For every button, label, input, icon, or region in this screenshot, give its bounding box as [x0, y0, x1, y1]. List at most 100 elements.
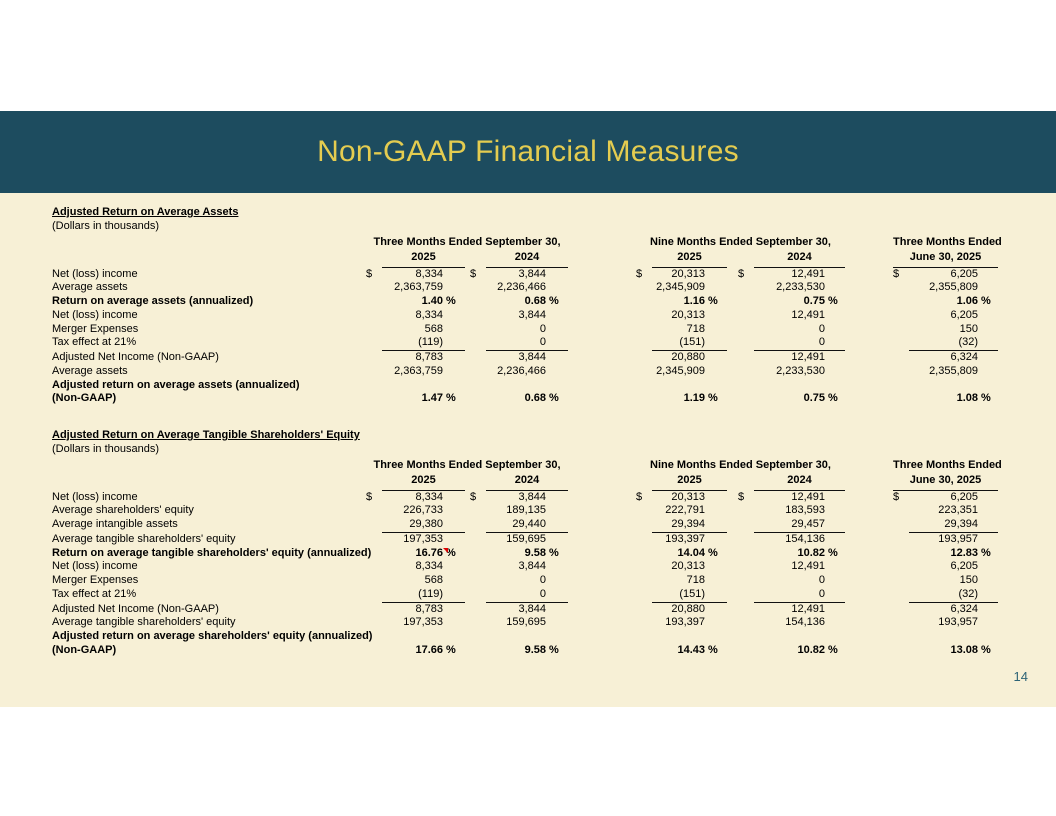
percent-sign: [546, 281, 568, 295]
percent-sign: [443, 588, 465, 603]
percent-sign: [825, 518, 845, 533]
period-header: Nine Months Ended September 30,: [650, 236, 831, 248]
percent-sign: [443, 518, 465, 533]
value-cell: 9.58: [524, 546, 546, 559]
value-cell: 1.06: [956, 295, 978, 307]
percent-sign: [825, 533, 845, 547]
value-cell: 29,457: [754, 518, 825, 533]
percent-sign: [825, 268, 845, 282]
percent-sign: [443, 616, 465, 630]
table-adjusted-return-on-average-assets: Adjusted Return on Average Assets (Dollar…: [52, 205, 1002, 406]
value-cell: 1.16: [683, 295, 705, 307]
value-cell: (151): [652, 588, 705, 603]
value-cell: 223,351: [938, 504, 978, 517]
value-cell: 20,313: [671, 560, 705, 573]
percent-sign: [825, 351, 845, 365]
percent-sign: %: [549, 295, 559, 307]
percent-sign: [825, 603, 845, 617]
percent-sign: %: [708, 643, 718, 656]
percent-sign: [978, 336, 998, 351]
value-cell: 6,324: [950, 351, 978, 363]
percent-sign: [978, 351, 998, 365]
value-cell: 1.19: [683, 392, 705, 405]
value-cell: 0: [754, 336, 825, 351]
percent-sign: [825, 588, 845, 603]
value-cell: 568: [424, 574, 443, 586]
table-grid: Three Months Ended September 30, Nine Mon…: [52, 459, 1002, 658]
value-cell: 8,783: [415, 602, 443, 615]
percent-sign: [546, 504, 568, 518]
percent-sign: [443, 336, 465, 351]
year-header: 2025: [382, 251, 465, 268]
value-cell: 6,205: [950, 308, 978, 321]
value-cell: 17.66: [415, 643, 443, 656]
value-cell: 193,957: [938, 532, 978, 545]
period-header: Three Months Ended: [893, 236, 1002, 248]
percent-sign: [825, 574, 845, 588]
value-cell: 2,233,530: [776, 364, 825, 377]
percent-sign: [705, 574, 727, 588]
percent-sign: [546, 518, 568, 533]
value-cell: 3,844: [518, 490, 546, 503]
value-cell: 159,695: [506, 532, 546, 545]
percent-sign: [705, 491, 727, 505]
percent-sign: [978, 365, 998, 379]
dollar-sign: $: [893, 490, 900, 503]
page-number: 14: [1013, 669, 1028, 684]
value-cell: 197,353: [403, 616, 443, 629]
row-label: Net (loss) income: [52, 267, 138, 280]
row-label: Average assets: [52, 281, 128, 294]
value-cell: 12.83: [950, 546, 978, 559]
percent-sign: [705, 336, 727, 351]
percent-sign: [546, 336, 568, 351]
percent-sign: [546, 588, 568, 603]
percent-sign: %: [446, 392, 456, 405]
value-cell: (32): [909, 336, 978, 351]
row-label: (Non-GAAP): [52, 643, 117, 656]
value-cell: 3,844: [518, 351, 546, 363]
table-subtitle: (Dollars in thousands): [52, 220, 159, 232]
percent-sign: [443, 268, 465, 282]
percent-sign: %: [446, 295, 456, 307]
percent-sign: [978, 603, 998, 617]
percent-sign: [443, 365, 465, 379]
percent-sign: %: [828, 546, 838, 559]
percent-sign: [546, 616, 568, 630]
percent-sign: [978, 574, 998, 588]
percent-sign: %: [828, 643, 838, 656]
value-cell: 6,205: [950, 560, 978, 573]
period-header: Nine Months Ended September 30,: [650, 459, 831, 471]
value-cell: 2,233,530: [776, 281, 825, 294]
value-cell: 29,394: [909, 518, 978, 533]
percent-sign: %: [549, 392, 559, 405]
percent-sign: [705, 281, 727, 295]
value-cell: 3,844: [518, 267, 546, 280]
percent-sign: [546, 268, 568, 282]
value-cell: 222,791: [665, 504, 705, 517]
value-cell: 1.47: [421, 392, 443, 405]
value-cell: 0.68: [524, 392, 546, 405]
percent-sign: [825, 336, 845, 351]
row-label: Tax effect at 21%: [52, 336, 137, 349]
row-label: Average shareholders' equity: [52, 504, 194, 517]
percent-sign: [978, 268, 998, 282]
row-label: Average tangible shareholders' equity: [52, 616, 236, 629]
value-cell: 2,363,759: [394, 281, 443, 294]
row-label: Net (loss) income: [52, 560, 138, 573]
row-label: Net (loss) income: [52, 490, 138, 503]
value-cell: 8,334: [415, 490, 443, 503]
value-cell: 193,397: [665, 532, 705, 545]
percent-sign: [705, 309, 727, 323]
value-cell: 2,236,466: [497, 364, 546, 377]
percent-sign: %: [708, 546, 718, 559]
year-header: 2024: [486, 474, 568, 491]
percent-sign: [825, 491, 845, 505]
value-cell: 2,355,809: [929, 281, 978, 294]
percent-sign: [705, 518, 727, 533]
percent-sign: [825, 365, 845, 379]
value-cell: 197,353: [403, 532, 443, 545]
value-cell: 13.08: [950, 643, 978, 656]
value-cell: 6,205: [950, 267, 978, 280]
percent-sign: [443, 560, 465, 574]
